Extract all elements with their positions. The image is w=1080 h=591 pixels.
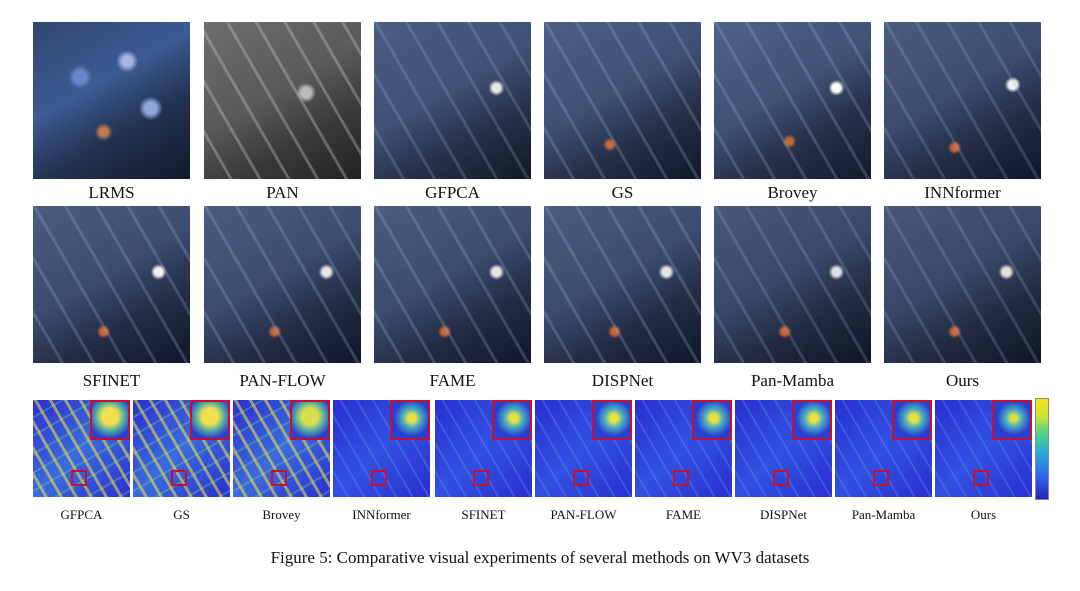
label-err-dispnet: DISPNet	[760, 507, 807, 522]
zoom-inset-box	[692, 400, 732, 440]
error-colorbar	[1035, 398, 1049, 500]
error-map-fame	[635, 400, 732, 497]
label-err-pan-flow: PAN-FLOW	[550, 507, 617, 522]
figure-caption: Figure 5: Comparative visual experiments…	[270, 548, 810, 567]
zoom-inset-box	[792, 400, 832, 440]
label-err-gfpca: GFPCA	[60, 507, 103, 522]
zoom-region-box	[473, 470, 489, 486]
image-gs	[544, 22, 701, 179]
image-gfpca	[374, 22, 531, 179]
zoom-region-box	[271, 470, 287, 486]
label-pan: PAN	[266, 183, 299, 202]
zoom-region-box	[673, 470, 689, 486]
image-innformer	[884, 22, 1041, 179]
zoom-inset-box	[492, 400, 532, 440]
label-dispnet: DISPNet	[591, 371, 654, 390]
label-sfinet: SFINET	[82, 371, 141, 390]
image-dispnet	[544, 206, 701, 363]
label-gs: GS	[611, 183, 634, 202]
label-pan-flow: PAN-FLOW	[239, 371, 326, 390]
image-brovey	[714, 22, 871, 179]
zoom-region-box	[873, 470, 889, 486]
label-gfpca: GFPCA	[425, 183, 480, 202]
label-err-ours: Ours	[970, 507, 997, 522]
label-err-pan-mamba: Pan-Mamba	[851, 507, 916, 522]
image-fame	[374, 206, 531, 363]
image-sfinet	[33, 206, 190, 363]
error-map-pan-mamba	[835, 400, 932, 497]
label-pan-mamba: Pan-Mamba	[750, 371, 835, 390]
zoom-region-box	[171, 470, 187, 486]
zoom-inset-box	[892, 400, 932, 440]
zoom-inset-box	[992, 400, 1032, 440]
label-lrms: LRMS	[88, 183, 135, 202]
label-err-sfinet: SFINET	[461, 507, 506, 522]
label-brovey: Brovey	[767, 183, 818, 202]
label-err-brovey: Brovey	[262, 507, 301, 522]
zoom-inset-box	[592, 400, 632, 440]
zoom-region-box	[371, 470, 387, 486]
zoom-region-box	[773, 470, 789, 486]
error-map-dispnet	[735, 400, 832, 497]
image-pan	[204, 22, 361, 179]
error-map-pan-flow	[535, 400, 632, 497]
image-pan-mamba	[714, 206, 871, 363]
error-map-sfinet	[435, 400, 532, 497]
zoom-region-box	[71, 470, 87, 486]
label-err-innformer: INNformer	[352, 507, 411, 522]
error-map-innformer	[333, 400, 430, 497]
zoom-region-box	[573, 470, 589, 486]
zoom-inset-box	[190, 400, 230, 440]
label-fame: FAME	[429, 371, 476, 390]
zoom-inset-box	[390, 400, 430, 440]
error-map-gs	[133, 400, 230, 497]
image-lrms	[33, 22, 190, 179]
zoom-inset-box	[90, 400, 130, 440]
image-pan-flow	[204, 206, 361, 363]
label-ours: Ours	[945, 371, 980, 390]
zoom-inset-box	[290, 400, 330, 440]
error-map-gfpca	[33, 400, 130, 497]
image-ours	[884, 206, 1041, 363]
label-innformer: INNformer	[924, 183, 1001, 202]
error-map-brovey	[233, 400, 330, 497]
error-map-ours	[935, 400, 1032, 497]
label-err-gs: GS	[173, 507, 190, 522]
zoom-region-box	[973, 470, 989, 486]
label-err-fame: FAME	[665, 507, 702, 522]
